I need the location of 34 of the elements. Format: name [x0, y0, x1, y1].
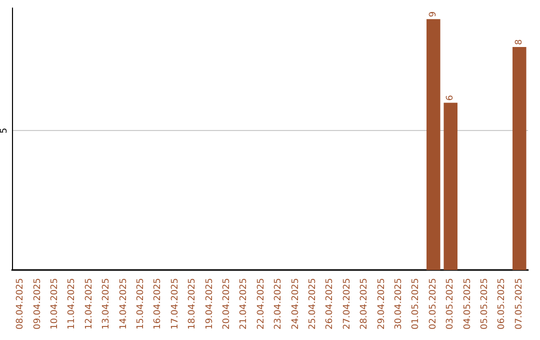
- x-tick-label: 29.04.2025: [376, 278, 387, 330]
- x-tick-label: 18.04.2025: [188, 278, 198, 330]
- x-tick-label: 24.04.2025: [290, 278, 301, 330]
- x-tick-label: 02.05.2025: [428, 278, 438, 330]
- x-tick-label: 07.05.2025: [514, 278, 524, 330]
- data-label: 9: [428, 11, 438, 18]
- x-tick-label: 21.04.2025: [239, 278, 250, 330]
- x-tick-label: 26.04.2025: [325, 278, 336, 330]
- x-tick-label: 09.04.2025: [32, 278, 43, 330]
- x-tick-label: 30.04.2025: [394, 278, 404, 330]
- x-tick-label: 12.04.2025: [84, 278, 94, 330]
- x-tick-label: 03.05.2025: [446, 278, 456, 330]
- x-tick-label: 08.04.2025: [16, 278, 26, 330]
- data-label: 6: [446, 94, 456, 101]
- x-tick-label: 16.04.2025: [153, 278, 164, 330]
- y-tick-label: 5: [0, 128, 10, 134]
- x-tick-label: 28.04.2025: [360, 278, 370, 330]
- x-tick-label: 01.05.2025: [411, 278, 422, 330]
- x-tick-label: 06.05.2025: [497, 278, 508, 330]
- x-tick-label: 22.04.2025: [256, 278, 266, 330]
- x-tick-label: 14.04.2025: [118, 278, 129, 330]
- x-tick-label: 15.04.2025: [136, 278, 146, 330]
- x-tick-label: 23.04.2025: [274, 278, 284, 330]
- x-tick-label: 05.05.2025: [480, 278, 490, 330]
- data-label: 8: [514, 39, 524, 46]
- x-tick-label: 04.05.2025: [462, 278, 473, 330]
- x-tick-label: 25.04.2025: [308, 278, 318, 330]
- x-tick-label: 20.04.2025: [222, 278, 232, 330]
- x-tick-label: 13.04.2025: [102, 278, 112, 330]
- x-tick-label: 10.04.2025: [50, 278, 60, 330]
- x-tick-label: 19.04.2025: [204, 278, 215, 330]
- x-tick-label: 11.04.2025: [67, 278, 78, 330]
- x-tick-label: 27.04.2025: [342, 278, 352, 330]
- x-tick-label: 17.04.2025: [170, 278, 180, 330]
